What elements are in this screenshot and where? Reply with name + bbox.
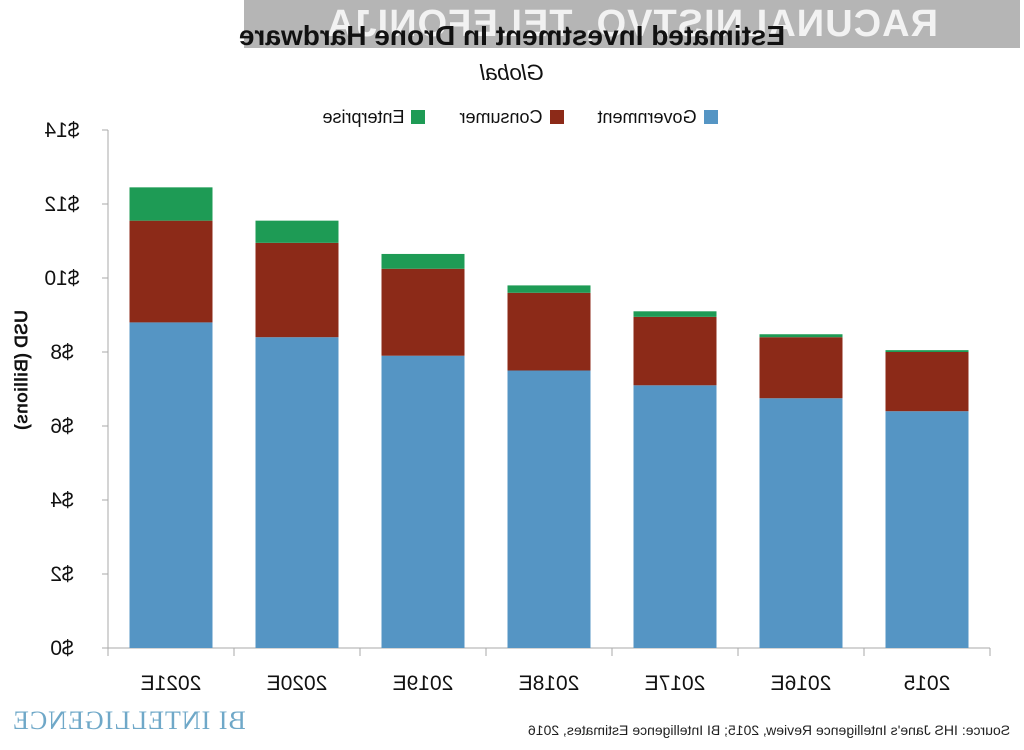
x-tick-label: 2018E [519, 672, 580, 695]
x-tick-label: 2015 [904, 672, 951, 695]
y-tick-label: $8 [50, 341, 73, 364]
bar-segment-government [633, 385, 717, 648]
source-note: Source: IHS Jane's Intelligence Review, … [528, 722, 1011, 738]
y-tick-label: $14 [44, 119, 79, 142]
bar-segment-government [885, 411, 969, 648]
y-tick-label: $4 [50, 489, 74, 512]
y-tick-label: $2 [50, 563, 73, 586]
bar-segment-enterprise [885, 350, 969, 352]
bar-segment-consumer [129, 220, 213, 323]
bar-segment-government [507, 370, 591, 648]
y-tick-label: $10 [44, 267, 79, 290]
brand-logo: BI INTELLIGENCE [12, 706, 246, 735]
x-tick-label: 2019E [393, 672, 454, 695]
bar-segment-consumer [381, 268, 465, 356]
bar-segment-consumer [633, 316, 717, 386]
bar-segment-enterprise [759, 334, 843, 338]
x-tick-label: 2020E [267, 672, 328, 695]
bar-segment-enterprise [255, 220, 339, 243]
bar-segment-enterprise [633, 311, 717, 317]
bar-segment-consumer [759, 337, 843, 399]
bar-segment-consumer [507, 292, 591, 371]
bar-segment-government [759, 398, 843, 648]
y-tick-label: $0 [50, 637, 73, 660]
bar-segment-government [381, 355, 465, 648]
y-tick-label: $6 [50, 415, 73, 438]
bar-segment-enterprise [381, 253, 465, 269]
bar-segment-enterprise [129, 187, 213, 221]
x-tick-label: 2016E [771, 672, 832, 695]
bar-segment-government [129, 322, 213, 648]
bar-segment-government [255, 337, 339, 648]
x-tick-label: 2017E [645, 672, 706, 695]
y-tick-label: $12 [44, 193, 79, 216]
x-tick-label: 2021E [141, 672, 202, 695]
bar-segment-consumer [255, 242, 339, 338]
bar-segment-consumer [885, 352, 969, 412]
bar-segment-enterprise [507, 285, 591, 293]
